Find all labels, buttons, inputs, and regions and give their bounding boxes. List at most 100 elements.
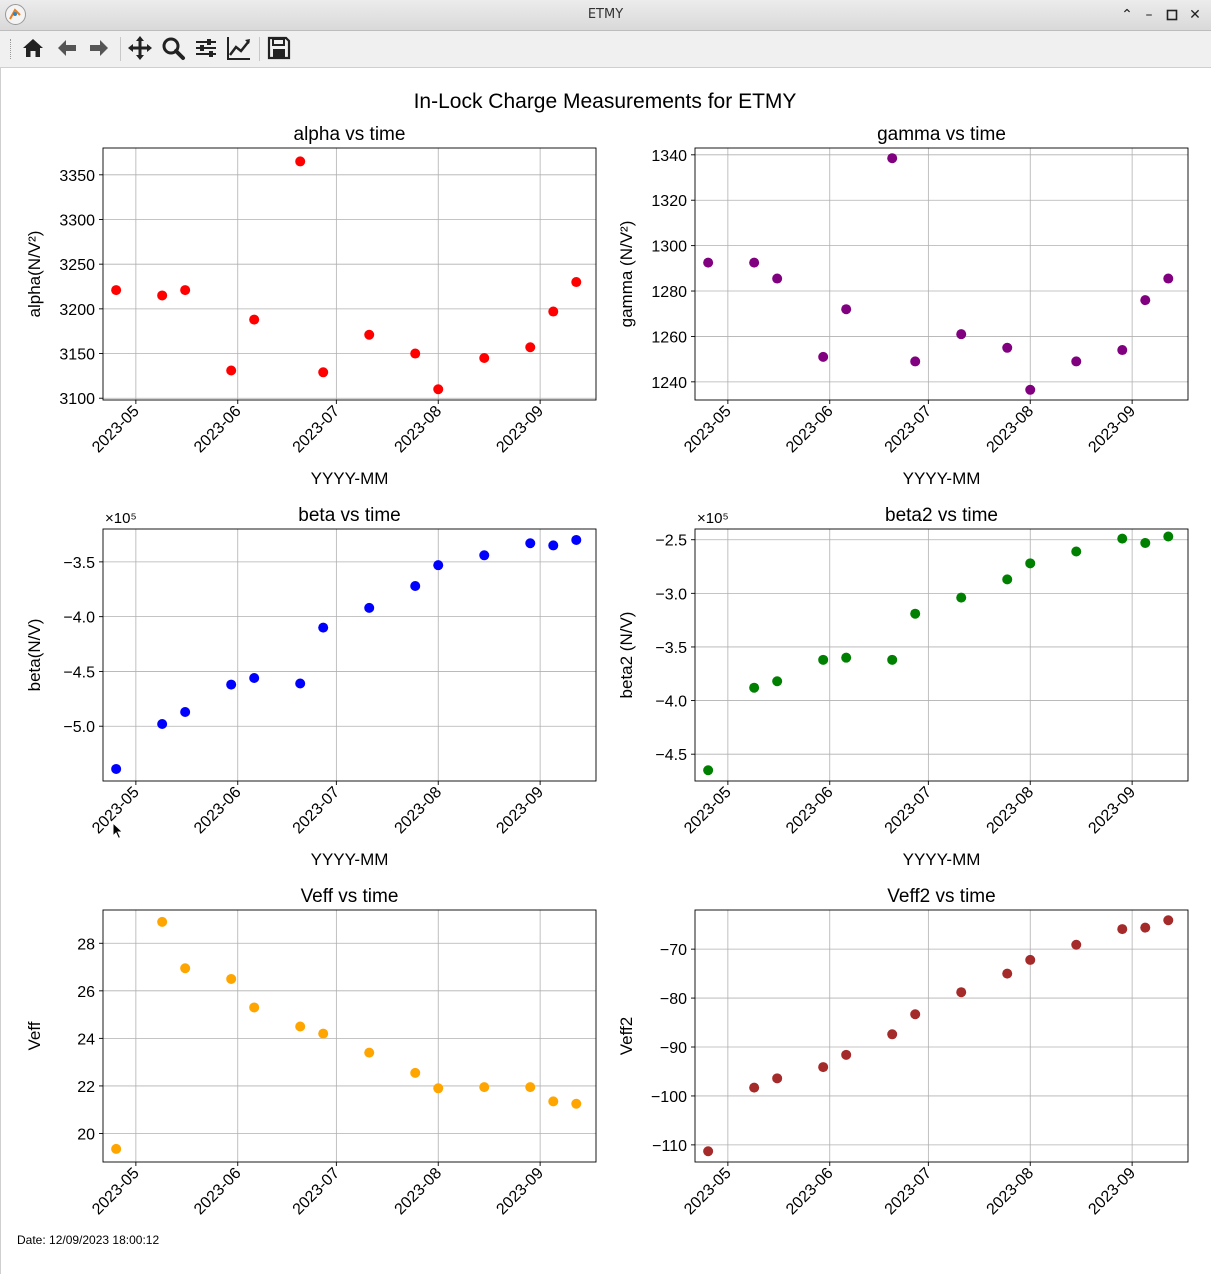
axes-frame — [102, 147, 597, 401]
pan-icon[interactable] — [125, 33, 155, 63]
data-point — [111, 285, 122, 296]
x-tick-label: 2023-06 — [191, 784, 245, 838]
y-tick-label: 3250 — [59, 257, 95, 274]
data-point — [841, 1049, 852, 1060]
y-tick-label: 3100 — [59, 391, 95, 408]
data-point — [772, 676, 783, 687]
data-point — [111, 1143, 122, 1154]
x-tick-label: 2023-06 — [783, 784, 837, 838]
data-point — [226, 365, 237, 376]
data-point — [249, 673, 260, 684]
y-axis-label: Veff2 — [617, 1017, 636, 1055]
subplot-alpha: 2023-05 2023-06 2023-07 2023-08 2023-09 3100 3… — [25, 124, 597, 488]
x-tick-label: 2023-09 — [1085, 1165, 1139, 1219]
back-arrow-icon[interactable] — [52, 33, 82, 63]
x-tick-label: 2023-09 — [493, 1165, 547, 1219]
data-point — [548, 540, 559, 551]
x-tick-label: 2023-09 — [1085, 403, 1139, 457]
subplot-veff: 2023-05 2023-06 2023-07 2023-08 2023-09 20 22 2… — [25, 886, 597, 1219]
window-shade-icon[interactable]: ⌃ — [1121, 7, 1133, 23]
x-axis-label: YYYY-MM — [903, 469, 981, 488]
configure-subplots-icon[interactable] — [191, 33, 221, 63]
x-tick-label: 2023-05 — [89, 403, 143, 457]
x-tick-label: 2023-08 — [984, 1165, 1038, 1219]
forward-arrow-icon[interactable] — [84, 33, 114, 63]
home-icon[interactable] — [18, 33, 48, 63]
y-axis-label: gamma (N/V²) — [617, 221, 636, 328]
data-point — [841, 304, 852, 315]
window-maximize-icon[interactable] — [1162, 4, 1182, 26]
x-tick-label: 2023-07 — [882, 784, 936, 838]
axes-frame — [694, 528, 1189, 782]
data-point — [887, 153, 898, 164]
data-point — [1117, 533, 1128, 544]
app-icon — [5, 4, 26, 25]
y-tick-label: −110 — [652, 1138, 687, 1155]
window-close-icon[interactable]: ✕ — [1189, 7, 1201, 23]
axes-frame — [694, 909, 1189, 1163]
data-point — [525, 342, 536, 353]
data-point — [1163, 915, 1174, 926]
edit-axis-icon[interactable] — [224, 33, 254, 63]
data-point — [956, 329, 967, 340]
data-point — [910, 1009, 921, 1020]
subplot-title: Veff vs time — [301, 886, 399, 907]
y-tick-label: −4.5 — [655, 747, 687, 764]
x-tick-label: 2023-07 — [290, 1165, 344, 1219]
y-tick-label: 28 — [77, 936, 95, 953]
window-minimize-icon[interactable]: – — [1145, 7, 1153, 23]
data-point — [956, 987, 967, 998]
figure-canvas-frame — [0, 68, 1211, 1274]
data-point — [818, 1062, 829, 1073]
y-tick-label: 3150 — [59, 347, 95, 364]
figure-canvas[interactable]: In-Lock Charge Measurements for ETMY 2023… — [0, 68, 1211, 1228]
x-tick-label: 2023-06 — [783, 1165, 837, 1219]
data-point — [571, 1098, 582, 1109]
axes-frame — [102, 909, 597, 1163]
x-tick-label: 2023-08 — [984, 784, 1038, 838]
y-tick-label: −4.0 — [655, 694, 687, 711]
data-point — [910, 608, 921, 619]
x-tick-label: 2023-07 — [882, 1165, 936, 1219]
data-point — [364, 1047, 375, 1058]
data-point — [249, 1002, 260, 1013]
x-tick-label: 2023-08 — [984, 403, 1038, 457]
y-axis-label: alpha(N/V²) — [25, 231, 44, 318]
y-tick-label: −90 — [660, 1040, 687, 1057]
data-point — [818, 654, 829, 665]
y-tick-label: 24 — [77, 1031, 95, 1048]
x-tick-label: 2023-08 — [392, 403, 446, 457]
zoom-icon[interactable] — [158, 33, 188, 63]
data-point — [157, 916, 168, 927]
x-axis-label: YYYY-MM — [311, 469, 389, 488]
window-title: ETMY — [587, 7, 624, 22]
data-point — [295, 156, 306, 167]
data-point — [703, 257, 714, 268]
data-point — [571, 277, 582, 288]
data-point — [749, 257, 760, 268]
x-tick-label: 2023-05 — [89, 1165, 143, 1219]
data-point — [410, 580, 421, 591]
toolbar-separator — [259, 37, 260, 61]
save-icon[interactable] — [264, 33, 294, 63]
axes-frame — [102, 528, 597, 782]
data-point — [1163, 273, 1174, 284]
y-tick-label: −3.5 — [63, 555, 95, 572]
data-point — [841, 652, 852, 663]
data-point — [226, 679, 237, 690]
data-point — [157, 719, 168, 730]
data-point — [295, 1021, 306, 1032]
x-tick-label: 2023-05 — [681, 784, 735, 838]
y-axis-label: beta2 (N/V) — [617, 612, 636, 699]
data-point — [887, 654, 898, 665]
toolbar-separator — [120, 37, 121, 61]
data-point — [226, 973, 237, 984]
data-point — [525, 1082, 536, 1093]
x-tick-label: 2023-09 — [1085, 784, 1139, 838]
data-point — [180, 963, 191, 974]
subplot-title: beta vs time — [298, 505, 400, 526]
data-point — [479, 1082, 490, 1093]
x-tick-label: 2023-06 — [191, 403, 245, 457]
data-point — [1002, 342, 1013, 353]
data-point — [364, 329, 375, 340]
